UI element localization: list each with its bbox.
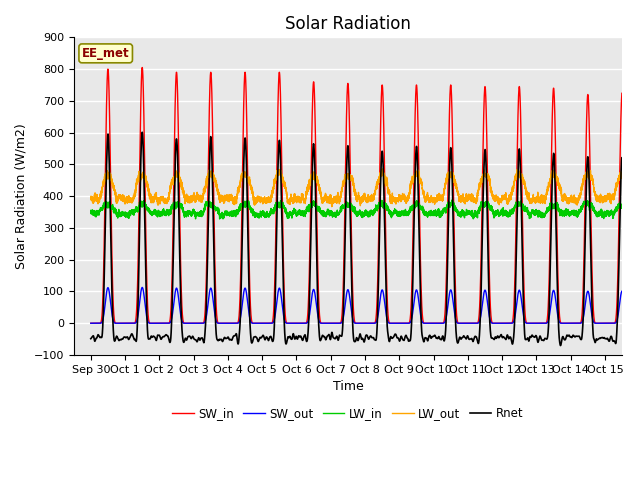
Rnet [106, 194, 114, 200]
Rnet [557, 343, 564, 348]
Line: LW_in: LW_in [91, 200, 639, 219]
LW_in [565, 209, 573, 215]
LW_in [255, 214, 263, 220]
SW_out [229, 320, 237, 326]
Rnet [636, 332, 640, 338]
LW_out [106, 173, 114, 179]
Rnet [229, 334, 237, 340]
LW_in [87, 211, 95, 216]
LW_out [229, 196, 237, 202]
SW_out [255, 320, 263, 326]
LW_out [636, 197, 640, 203]
LW_in [449, 197, 456, 203]
LW_in [333, 212, 340, 217]
LW_in [229, 210, 237, 216]
Legend: SW_in, SW_out, LW_in, LW_out, Rnet: SW_in, SW_out, LW_in, LW_out, Rnet [168, 402, 528, 425]
Rnet [333, 334, 340, 339]
SW_in [636, 320, 640, 326]
LW_out [333, 197, 340, 203]
SW_in [106, 138, 114, 144]
SW_in [229, 320, 237, 326]
X-axis label: Time: Time [333, 380, 364, 393]
SW_in [499, 320, 507, 326]
SW_out [636, 320, 640, 326]
LW_out [499, 197, 507, 203]
Text: EE_met: EE_met [82, 47, 129, 60]
Line: Rnet: Rnet [91, 132, 639, 346]
SW_out [333, 320, 340, 326]
Rnet [87, 336, 95, 342]
Rnet [565, 332, 573, 338]
SW_in [333, 320, 340, 326]
Line: SW_out: SW_out [91, 288, 639, 323]
SW_out [138, 285, 146, 290]
Rnet [255, 336, 263, 342]
LW_in [216, 216, 223, 222]
SW_out [87, 320, 95, 326]
SW_out [106, 295, 114, 300]
SW_out [565, 320, 573, 326]
Title: Solar Radiation: Solar Radiation [285, 15, 411, 33]
LW_out [328, 204, 335, 210]
Line: LW_out: LW_out [91, 169, 639, 207]
SW_in [87, 320, 95, 326]
SW_in [138, 65, 146, 71]
LW_in [106, 202, 114, 207]
SW_in [565, 320, 573, 326]
Rnet [138, 130, 146, 135]
LW_out [87, 193, 95, 199]
Rnet [499, 335, 507, 340]
LW_in [499, 213, 507, 219]
SW_in [255, 320, 263, 326]
LW_in [636, 210, 640, 216]
LW_out [255, 196, 263, 202]
Y-axis label: Solar Radiation (W/m2): Solar Radiation (W/m2) [15, 123, 28, 269]
SW_out [499, 320, 507, 326]
LW_out [565, 195, 573, 201]
LW_out [379, 166, 387, 172]
Line: SW_in: SW_in [91, 68, 639, 323]
